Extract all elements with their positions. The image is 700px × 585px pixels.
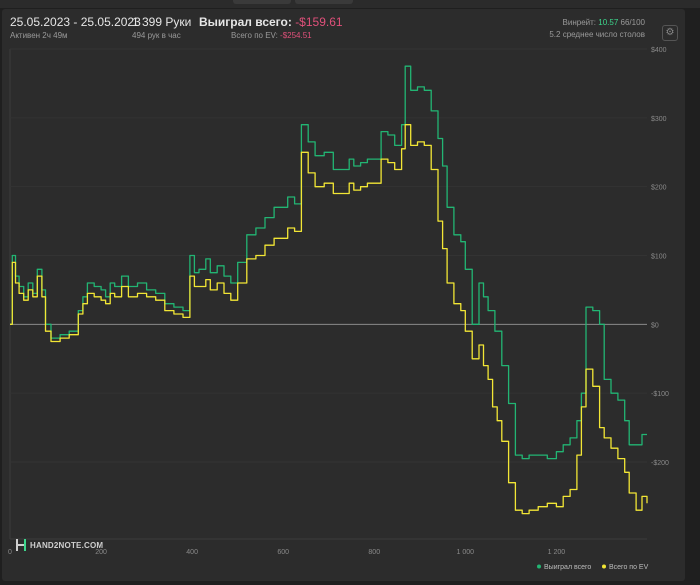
hands-per-hour: 494 рук в час xyxy=(132,31,181,40)
winrate-value: 10.57 xyxy=(598,18,619,27)
chart-lines xyxy=(10,65,648,515)
hand2note-logo-icon xyxy=(16,539,26,551)
legend-label: Выиграл всего xyxy=(544,564,591,571)
x-tick-label: 1 200 xyxy=(548,549,566,556)
ev-total-line xyxy=(10,124,648,515)
window-top-strip xyxy=(0,0,700,8)
won-total: Выиграл всего: -$159.61 xyxy=(199,15,343,29)
hand2note-logo-text: HAND2NOTE.COM xyxy=(30,540,104,550)
chart-grid xyxy=(9,48,647,540)
y-tick-label: $100 xyxy=(651,254,667,261)
x-tick-label: 400 xyxy=(186,549,198,556)
legend-label: Всего по EV xyxy=(609,564,649,571)
window-tabs xyxy=(233,0,353,4)
winrate: Винрейт: 10.57 66/100 xyxy=(563,18,645,28)
x-tick-label: 600 xyxy=(277,549,289,556)
chart-legend: Выиграл всего Всего по EV xyxy=(537,564,649,571)
hand2note-logo: HAND2NOTE.COM xyxy=(16,539,103,551)
won-total-line xyxy=(10,65,647,460)
legend-swatch xyxy=(537,564,541,569)
legend-swatch xyxy=(602,564,606,569)
x-tick-label: 0 xyxy=(8,549,12,556)
y-tick-label: -$200 xyxy=(651,460,669,467)
avg-tables: 5.2 среднее число столов xyxy=(549,30,645,39)
gear-icon[interactable]: ⚙ xyxy=(662,25,678,41)
active-time: Активен 2ч 49м xyxy=(10,31,68,40)
hands-count: 1 399 Руки xyxy=(132,15,192,29)
y-tick-label: $400 xyxy=(651,47,667,54)
graph-panel: 25.05.2023 - 25.05.2023 Активен 2ч 49м 1… xyxy=(2,9,685,581)
winrate-count: 66/100 xyxy=(620,18,645,27)
y-tick-label: $0 xyxy=(651,322,659,329)
window-tab[interactable] xyxy=(295,0,353,4)
y-axis-ticks: $400 $300 $200 $100 $0 -$100 -$200 xyxy=(651,47,669,467)
y-tick-label: -$100 xyxy=(651,391,669,398)
winrate-label: Винрейт: xyxy=(562,18,597,27)
y-tick-label: $300 xyxy=(651,116,667,123)
x-tick-label: 800 xyxy=(368,549,380,556)
ev-total: Всего по EV: -$254.51 xyxy=(231,31,312,41)
ev-total-label: Всего по EV: xyxy=(231,31,278,40)
bankroll-chart: 0 200 400 600 800 1 000 1 200 $400 $300 $200 $100… xyxy=(8,47,669,571)
y-tick-label: $200 xyxy=(651,185,667,192)
won-total-label: Выиграл всего: xyxy=(199,15,292,29)
won-total-value: -$159.61 xyxy=(295,15,343,29)
window-tab[interactable] xyxy=(233,0,291,4)
x-axis-ticks: 0 200 400 600 800 1 000 1 200 xyxy=(8,549,565,556)
date-range: 25.05.2023 - 25.05.2023 xyxy=(10,15,141,29)
ev-total-value: -$254.51 xyxy=(280,31,312,40)
x-tick-label: 1 000 xyxy=(457,549,475,556)
x-tick-label: 200 xyxy=(95,549,107,556)
